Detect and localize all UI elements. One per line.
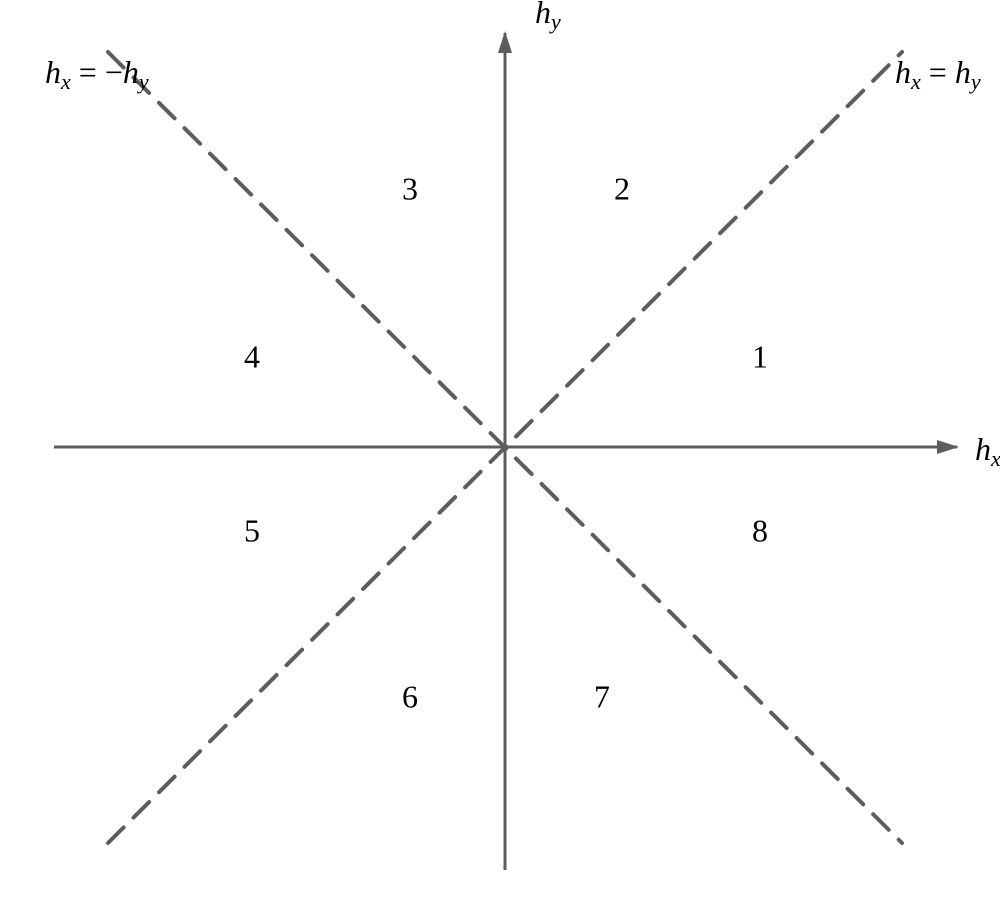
region-label-8: 8	[752, 512, 768, 548]
region-label-5: 5	[244, 512, 260, 548]
region-label-6: 6	[402, 678, 418, 714]
region-label-1: 1	[752, 338, 768, 374]
region-label-3: 3	[402, 170, 418, 206]
diagonal-pos-label: hx = hy	[895, 54, 981, 94]
region-label-4: 4	[244, 338, 260, 374]
region-label-7: 7	[594, 678, 610, 714]
octant-diagram: hxhyhx = hyhx = −hy12345678	[0, 0, 1000, 898]
diagonal-neg-label: hx = −hy	[45, 54, 149, 94]
background	[0, 0, 1000, 898]
region-label-2: 2	[614, 170, 630, 206]
